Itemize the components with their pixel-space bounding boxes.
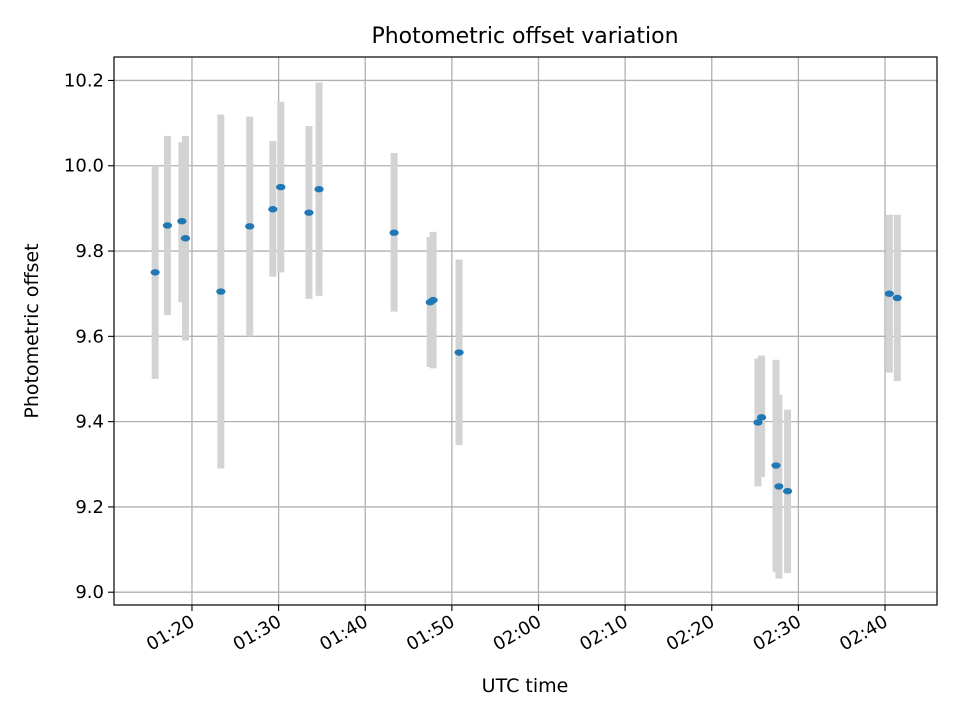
data-point [884,290,894,297]
y-axis-label: Photometric offset [21,243,43,418]
plot-area [113,56,938,606]
x-axis-label: UTC time [482,675,569,697]
data-point [314,186,324,193]
data-point [150,269,160,276]
data-point [782,487,793,495]
data-point [892,294,902,302]
y-tick-label: 10.2 [64,70,104,91]
data-points [150,183,902,495]
data-point [753,419,763,426]
data-point [180,235,191,242]
y-tick-label: 9.2 [75,497,104,518]
y-tick-label: 10.0 [64,156,104,177]
data-point [177,217,187,225]
data-point [162,222,173,229]
data-point [216,288,226,295]
grid [114,57,937,605]
y-tick-label: 9.4 [75,412,104,433]
data-point [245,223,255,230]
y-tick-label: 9.0 [75,582,104,603]
data-point [771,462,781,469]
y-tick-label: 9.8 [75,241,104,262]
data-point [304,209,314,216]
data-point [389,229,399,236]
data-point [756,414,767,421]
data-point [454,349,464,356]
data-point [774,483,784,490]
data-point [268,206,278,213]
chart-title: Photometric offset variation [371,24,678,49]
y-tick-label: 9.6 [75,326,104,347]
data-point [276,183,286,191]
data-point [428,296,438,304]
